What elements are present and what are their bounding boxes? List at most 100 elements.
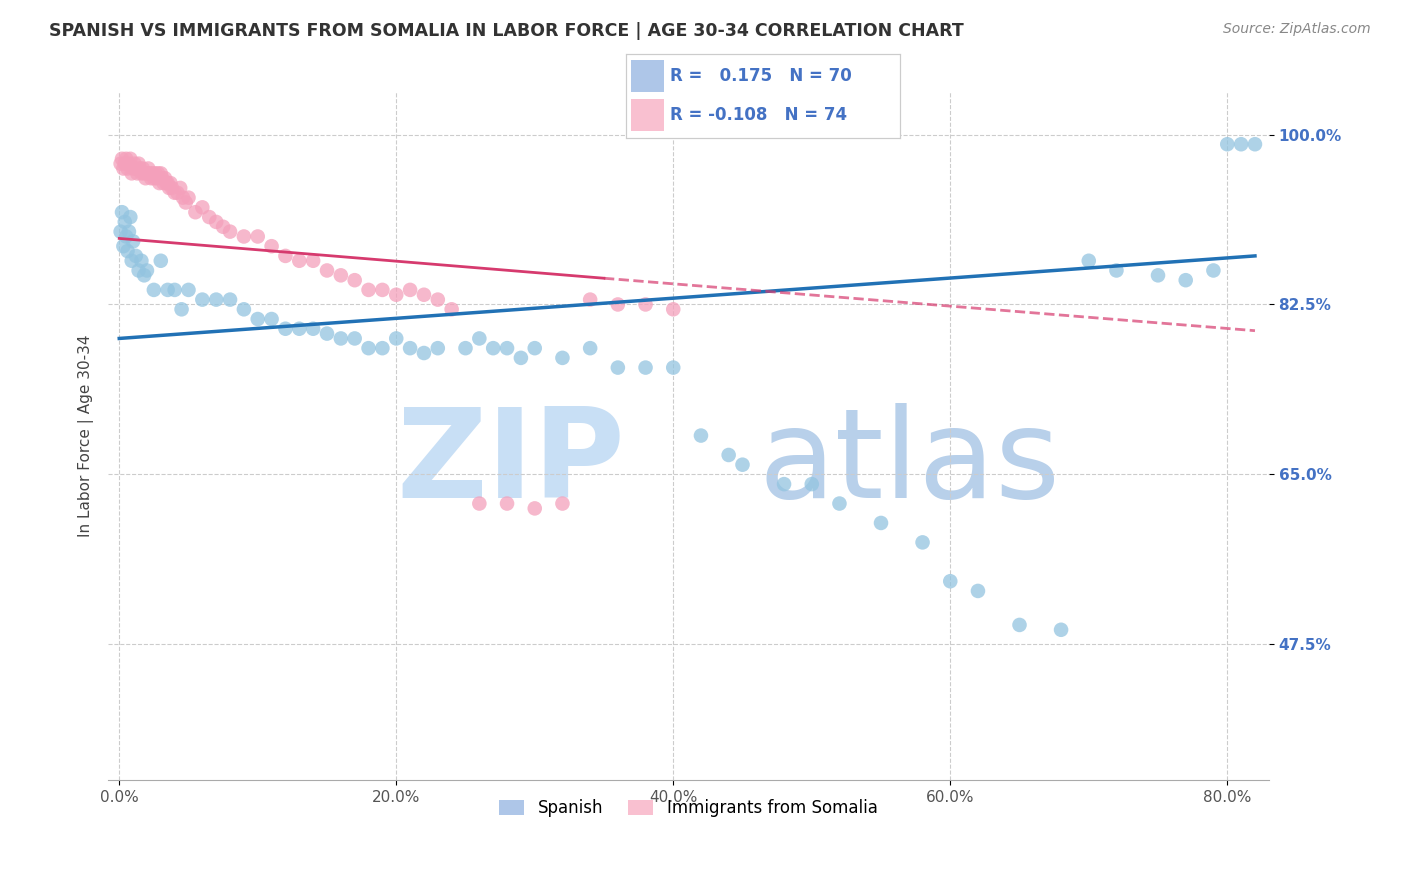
Point (135, 171, 157, 186)
Point (1050, 623, 1073, 637)
Point (131, 253, 153, 268)
Point (357, 283, 380, 297)
Point (413, 346, 436, 360)
Point (142, 283, 165, 297)
Point (114, 215, 136, 229)
Point (110, 225, 132, 239)
Point (111, 205, 134, 219)
Point (110, 156, 132, 170)
Point (131, 166, 153, 180)
Point (150, 171, 173, 186)
Point (828, 497, 851, 511)
Point (454, 341, 477, 355)
Point (1230, 137, 1253, 152)
Point (138, 166, 160, 180)
Point (198, 210, 221, 224)
Point (316, 263, 339, 277)
Point (166, 186, 188, 200)
Point (1244, 137, 1267, 152)
Point (690, 428, 713, 442)
Point (148, 176, 170, 190)
Point (160, 181, 183, 195)
Point (136, 161, 159, 176)
Point (523, 501, 546, 516)
Point (939, 574, 962, 589)
Point (163, 186, 186, 200)
Point (125, 249, 148, 263)
Point (288, 322, 311, 336)
Point (357, 341, 380, 355)
Point (122, 235, 145, 249)
Point (496, 341, 519, 355)
Point (159, 176, 181, 190)
Point (1202, 263, 1225, 277)
Point (288, 253, 311, 268)
Point (129, 161, 152, 176)
FancyBboxPatch shape (631, 99, 664, 130)
Point (413, 287, 436, 301)
Point (634, 360, 657, 375)
Point (191, 293, 214, 307)
Point (260, 239, 283, 253)
Point (1105, 263, 1128, 277)
Point (579, 293, 602, 307)
Point (800, 477, 823, 491)
Point (440, 302, 463, 317)
Point (329, 331, 352, 345)
Point (191, 200, 214, 214)
Point (773, 477, 796, 491)
Point (399, 283, 422, 297)
Text: atlas: atlas (758, 402, 1060, 524)
Point (120, 152, 142, 166)
Point (509, 351, 531, 365)
Point (155, 176, 177, 190)
Point (121, 253, 143, 268)
Point (112, 161, 135, 176)
Point (172, 191, 194, 205)
Point (302, 322, 325, 336)
Text: R =   0.175   N = 70: R = 0.175 N = 70 (669, 67, 851, 85)
Point (219, 225, 242, 239)
Point (316, 326, 339, 341)
Text: Source: ZipAtlas.com: Source: ZipAtlas.com (1223, 22, 1371, 37)
Point (343, 273, 366, 287)
Point (124, 156, 146, 170)
Point (731, 458, 754, 472)
Point (371, 341, 394, 355)
Point (205, 215, 228, 229)
Point (157, 181, 180, 195)
Point (662, 302, 685, 317)
Point (1174, 273, 1197, 287)
Point (634, 297, 657, 311)
Point (468, 331, 491, 345)
Text: R = -0.108   N = 74: R = -0.108 N = 74 (669, 106, 846, 124)
Point (134, 268, 156, 283)
Point (1147, 268, 1170, 283)
Point (302, 253, 325, 268)
Point (385, 331, 408, 345)
Point (121, 166, 143, 180)
Point (170, 302, 193, 317)
Y-axis label: In Labor Force | Age 30-34: In Labor Force | Age 30-34 (79, 334, 94, 537)
Point (399, 341, 422, 355)
Point (117, 244, 139, 258)
Point (232, 229, 254, 244)
Point (136, 263, 159, 277)
Point (606, 297, 628, 311)
Point (115, 152, 138, 166)
Point (141, 166, 163, 180)
Point (426, 341, 449, 355)
Point (114, 156, 136, 170)
Point (496, 497, 519, 511)
Point (426, 293, 449, 307)
Point (205, 293, 228, 307)
Point (177, 283, 200, 297)
Point (146, 166, 169, 180)
Point (1077, 253, 1099, 268)
Point (482, 341, 505, 355)
Point (184, 205, 207, 219)
Point (911, 535, 934, 549)
Point (115, 229, 138, 244)
Text: ZIP: ZIP (396, 402, 624, 524)
Point (870, 516, 893, 530)
